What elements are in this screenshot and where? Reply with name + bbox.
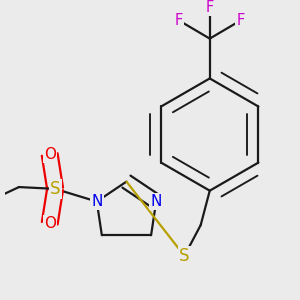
Text: S: S	[179, 247, 190, 265]
Text: N: N	[151, 194, 162, 209]
Text: F: F	[236, 13, 244, 28]
Text: S: S	[50, 180, 60, 198]
Text: N: N	[91, 194, 103, 209]
Text: F: F	[206, 0, 214, 15]
Text: O: O	[44, 216, 56, 231]
Text: F: F	[175, 13, 183, 28]
Text: O: O	[44, 147, 56, 162]
